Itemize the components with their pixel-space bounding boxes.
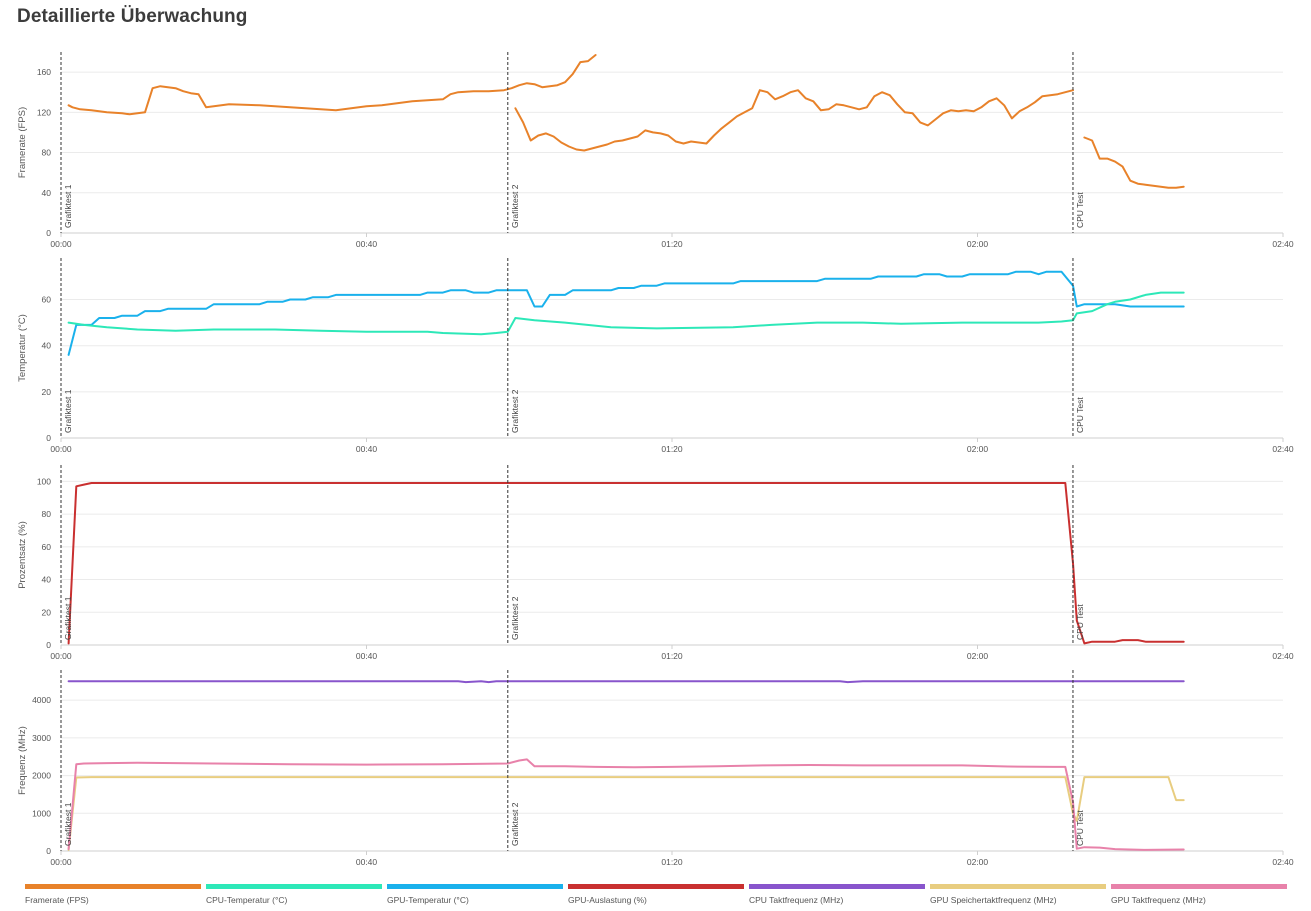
x-tick-label: 01:20 — [661, 444, 683, 454]
y-tick-label: 1000 — [32, 808, 51, 818]
legend-item-gpu-temp[interactable]: GPU-Temperatur (°C) — [387, 884, 563, 908]
legend-label-fps: Framerate (FPS) — [25, 895, 89, 905]
x-tick-label: 01:20 — [661, 857, 683, 867]
y-tick-label: 4000 — [32, 695, 51, 705]
x-tick-label: 00:40 — [356, 651, 378, 661]
legend-item-gpu-load[interactable]: GPU-Auslastung (%) — [568, 884, 744, 908]
test-marker-label: Grafiktest 1 — [63, 184, 73, 228]
series-line-framerate-fps — [514, 89, 1074, 152]
x-tick-label: 00:40 — [356, 857, 378, 867]
y-axis-label: Framerate (FPS) — [17, 107, 28, 178]
series-line-framerate-fps — [1083, 136, 1185, 189]
test-marker-label: Grafiktest 1 — [63, 596, 73, 640]
y-tick-label: 3000 — [32, 733, 51, 743]
y-tick-label: 80 — [42, 509, 52, 519]
legend-label-gpu-temp: GPU-Temperatur (°C) — [387, 895, 469, 905]
y-tick-label: 60 — [42, 295, 52, 305]
test-marker-label: CPU Test — [1075, 397, 1085, 433]
y-tick-label: 60 — [42, 542, 52, 552]
x-tick-label: 02:40 — [1272, 651, 1294, 661]
x-tick-label: 02:00 — [967, 651, 989, 661]
y-tick-label: 0 — [46, 228, 51, 238]
chart-panel-4: 0 1000 2000 3000 4000 00:00 00:40 01:20 02:00 02:… — [17, 670, 1294, 867]
legend-label-gpu-load: GPU-Auslastung (%) — [568, 895, 647, 905]
y-tick-label: 160 — [37, 67, 51, 77]
legend-item-cpu-temp[interactable]: CPU-Temperatur (°C) — [206, 884, 382, 908]
y-tick-label: 100 — [37, 476, 51, 486]
legend-swatch-cpu-clock — [749, 884, 925, 889]
y-tick-label: 0 — [46, 433, 51, 443]
legend-swatch-gpu-clock — [1111, 884, 1287, 889]
test-marker-label: Grafiktest 2 — [510, 596, 520, 640]
y-tick-label: 2000 — [32, 771, 51, 781]
test-marker-label: Grafiktest 2 — [510, 184, 520, 228]
x-tick-label: 00:00 — [50, 444, 72, 454]
y-tick-label: 0 — [46, 846, 51, 856]
y-axis-label: Temperatur (°C) — [17, 314, 28, 382]
y-axis-label: Frequenz (MHz) — [17, 726, 28, 795]
page-title: Detaillierte Überwachung — [17, 6, 248, 27]
test-marker-label: Grafiktest 2 — [510, 389, 520, 433]
legend: Framerate (FPS) CPU-Temperatur (°C) GPU-… — [25, 884, 1295, 908]
y-tick-label: 40 — [42, 575, 52, 585]
x-tick-label: 01:20 — [661, 651, 683, 661]
x-tick-label: 00:40 — [356, 444, 378, 454]
legend-swatch-gpu-load — [568, 884, 744, 889]
test-marker-label: CPU Test — [1075, 192, 1085, 228]
legend-swatch-fps — [25, 884, 201, 889]
test-marker-label: Grafiktest 2 — [510, 802, 520, 846]
legend-label-gpu-mem-clock: GPU Speichertaktfrequenz (MHz) — [930, 895, 1057, 905]
chart-panel-2: 0 20 40 60 00:00 00:40 01:20 02:00 02:40 Temperat… — [17, 258, 1294, 454]
series-line-cpu-temperatur-c — [67, 291, 1185, 336]
x-tick-label: 01:20 — [661, 239, 683, 249]
legend-label-cpu-temp: CPU-Temperatur (°C) — [206, 895, 288, 905]
x-tick-label: 02:40 — [1272, 857, 1294, 867]
series-line-gpu-taktfrequenz-mhz — [67, 758, 1185, 851]
test-marker-label: Grafiktest 1 — [63, 389, 73, 433]
y-tick-label: 120 — [37, 107, 51, 117]
test-marker-label: CPU Test — [1075, 810, 1085, 846]
x-tick-label: 00:00 — [50, 239, 72, 249]
legend-item-fps[interactable]: Framerate (FPS) — [25, 884, 201, 908]
x-tick-label: 00:00 — [50, 857, 72, 867]
y-tick-label: 20 — [42, 387, 52, 397]
chart-panel-3: 0 20 40 60 80 100 00:00 00:40 01:20 02:00 02:40 Pro… — [17, 465, 1294, 661]
y-tick-label: 40 — [42, 341, 52, 351]
y-tick-label: 80 — [42, 148, 52, 158]
y-tick-label: 40 — [42, 188, 52, 198]
legend-label-gpu-clock: GPU Taktfrequenz (MHz) — [1111, 895, 1206, 905]
x-tick-label: 02:00 — [967, 444, 989, 454]
x-tick-label: 00:40 — [356, 239, 378, 249]
chart-panel-1: 0 40 80 120 160 00:00 00:40 01:20 02:00 02:40 Fram… — [17, 52, 1294, 249]
legend-swatch-cpu-temp — [206, 884, 382, 889]
test-marker-label: Grafiktest 1 — [63, 802, 73, 846]
x-tick-label: 02:40 — [1272, 239, 1294, 249]
y-axis-label: Prozentsatz (%) — [17, 521, 28, 589]
legend-swatch-gpu-mem-clock — [930, 884, 1106, 889]
legend-swatch-gpu-temp — [387, 884, 563, 889]
series-line-gpu-auslastung — [67, 482, 1185, 645]
x-tick-label: 02:40 — [1272, 444, 1294, 454]
legend-item-cpu-clock[interactable]: CPU Taktfrequenz (MHz) — [749, 884, 925, 908]
series-line-gpu-temperatur-c — [67, 270, 1185, 356]
legend-label-cpu-clock: CPU Taktfrequenz (MHz) — [749, 895, 844, 905]
y-tick-label: 20 — [42, 607, 52, 617]
legend-item-gpu-mem-clock[interactable]: GPU Speichertaktfrequenz (MHz) — [930, 884, 1106, 908]
test-marker-label: CPU Test — [1075, 604, 1085, 640]
series-line-framerate-fps — [67, 54, 597, 116]
y-tick-label: 0 — [46, 640, 51, 650]
x-tick-label: 02:00 — [967, 239, 989, 249]
x-tick-label: 00:00 — [50, 651, 72, 661]
legend-item-gpu-clock[interactable]: GPU Taktfrequenz (MHz) — [1111, 884, 1287, 908]
series-line-cpu-taktfrequenz-mhz — [67, 680, 1185, 684]
x-tick-label: 02:00 — [967, 857, 989, 867]
